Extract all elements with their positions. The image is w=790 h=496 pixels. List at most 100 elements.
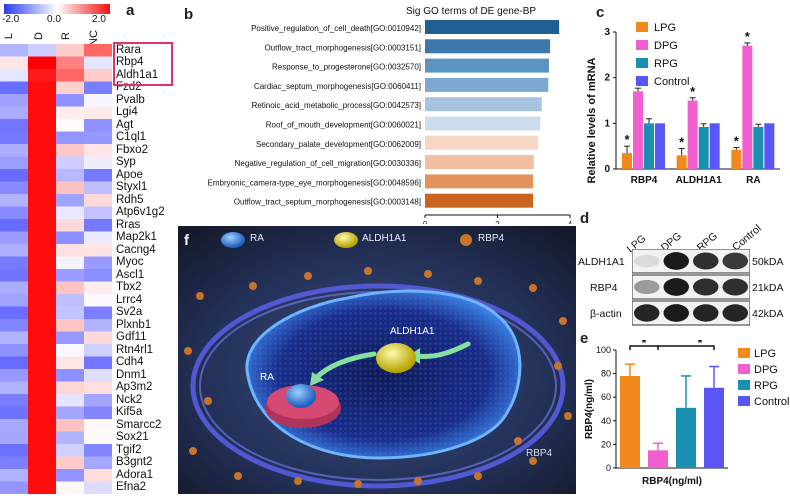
heatmap-cell (0, 319, 28, 332)
mrna-category-label: RBP4 (631, 175, 658, 186)
heatmap-cell (0, 144, 28, 157)
rbp4-legend-swatch (738, 348, 750, 358)
go-bar (425, 97, 542, 112)
go-bar (425, 58, 549, 73)
heatmap-cell (0, 219, 28, 232)
heatmap-cell (56, 69, 84, 82)
rbp4-y-tick-label: 0 (606, 463, 611, 473)
mrna-chart: 0 1 2 3 Relative levels of mRNA * * RBP4 * * ALDH1… (586, 22, 780, 186)
heatmap-cell (56, 219, 84, 232)
mrna-bar (687, 100, 698, 169)
heatmap-col-D: D (32, 32, 45, 40)
wb-band (693, 252, 719, 270)
heatmap-cell (56, 206, 84, 220)
gene-label: Pvalb (116, 93, 145, 106)
heatmap-col-R: R (59, 32, 72, 40)
wb-row-rbp4: RBP4 (590, 282, 618, 294)
go-bar (425, 193, 534, 208)
heatmap-cell (84, 394, 112, 407)
rbp4-bar (648, 450, 668, 468)
heatmap-cell (28, 431, 56, 445)
heatmap-cell (28, 206, 56, 220)
legend-ra-label: RA (250, 233, 264, 244)
heatmap-cell (56, 256, 84, 270)
heatmap-cell (84, 369, 112, 382)
wb-band (722, 304, 748, 322)
heatmap-cell (28, 381, 56, 395)
wb-band (693, 278, 719, 296)
rbp4-significance: * (641, 340, 647, 350)
go-bar (425, 39, 551, 54)
heatmap-cell (56, 356, 84, 370)
heatmap-cell (56, 406, 84, 420)
mrna-legend-label: Control (654, 76, 689, 88)
rbp4-label: RBP4 (526, 448, 553, 459)
heatmap-cell (28, 181, 56, 195)
wb-size-actin: 42kDA (752, 308, 784, 320)
heatmap-cell (84, 106, 112, 120)
mrna-legend-label: RPG (654, 58, 678, 70)
heatmap-cell (28, 131, 56, 145)
colorbar-min-label: -2.0 (2, 14, 20, 25)
gene-label: Atp6v1g2 (116, 206, 165, 218)
gene-label: Gdf11 (116, 331, 147, 343)
heatmap-cell (28, 394, 56, 407)
outer-membrane-ring (190, 283, 566, 489)
heatmap-cell (28, 356, 56, 370)
heatmap-cell (0, 294, 28, 307)
go-term-label: Outflow_tract_morphogenesis[GO:0003151] (264, 43, 421, 52)
wb-band (693, 304, 719, 322)
gene-label: Ascl1 (116, 268, 145, 281)
heatmap-cell (56, 156, 84, 170)
heatmap-cell (84, 244, 112, 257)
mrna-bar (709, 123, 720, 169)
heatmap-cell (84, 319, 112, 332)
panel-f-label: f (184, 232, 189, 249)
wb-band (722, 252, 748, 270)
heatmap-cell (0, 81, 28, 95)
gene-label: Sox21 (116, 431, 149, 443)
heatmap-cell (84, 444, 112, 457)
heatmap-cell (28, 94, 56, 107)
mrna-y-tick-label: 0 (604, 164, 610, 175)
gene-label: Myoc (116, 256, 144, 268)
heatmap-cell (28, 481, 56, 494)
mrna-significance: * (679, 134, 685, 149)
gene-label: Plxnb1 (116, 318, 152, 331)
aldh1a1-label: ALDH1A1 (390, 326, 435, 337)
mrna-legend-swatch (636, 58, 648, 68)
heatmap-cell (0, 94, 28, 107)
heatmap-cell (0, 444, 28, 457)
heatmap-cell (56, 94, 84, 107)
wb-size-aldh1a1: 50kDA (752, 256, 784, 268)
heatmap-cell (28, 344, 56, 357)
heatmap-cell (56, 481, 84, 494)
heatmap-cell (28, 331, 56, 345)
heatmap-cell (56, 444, 84, 457)
heatmap-cell (0, 406, 28, 420)
go-x-tick-label: 0 (423, 220, 428, 224)
heatmap-cell (28, 156, 56, 170)
heatmap-grid (0, 44, 112, 494)
go-bar (425, 77, 549, 92)
rbp4-bar (704, 387, 724, 468)
heatmap-cell (0, 281, 28, 295)
heatmap-cell (56, 431, 84, 445)
heatmap-cell (28, 106, 56, 120)
heatmap-cell (0, 194, 28, 207)
gene-label: Sv2a (116, 306, 143, 318)
rbp4-y-tick-label: 40 (601, 416, 611, 426)
wb-band (722, 278, 748, 296)
mrna-category-label: RA (746, 175, 760, 186)
wb-row-aldh1a1: ALDH1A1 (578, 256, 625, 268)
heatmap-cell (0, 181, 28, 195)
gene-label: Map2k1 (116, 231, 157, 243)
heatmap-cell (56, 294, 84, 307)
gene-label: Lrrc4 (116, 293, 143, 306)
heatmap-cell (84, 119, 112, 132)
gene-label: Adora1 (116, 468, 154, 481)
mrna-significance: * (690, 84, 696, 99)
heatmap-cell (28, 194, 56, 207)
heatmap-cell (84, 144, 112, 157)
heatmap-cell (28, 69, 56, 82)
